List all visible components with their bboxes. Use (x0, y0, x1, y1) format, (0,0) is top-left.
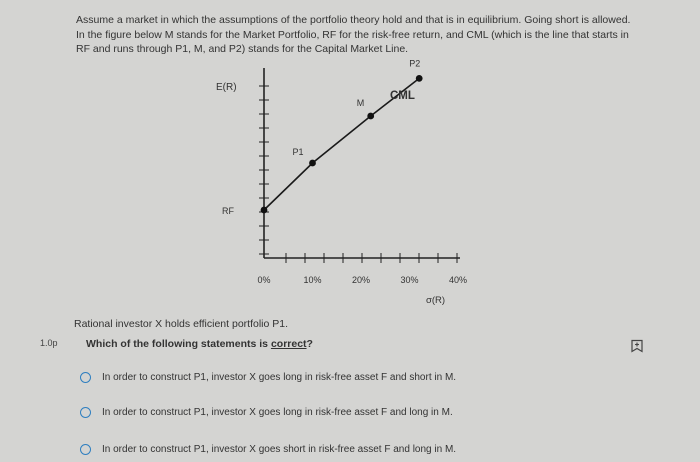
question-text: Which of the following statements is cor… (86, 338, 313, 350)
option-3-radio[interactable] (80, 443, 91, 455)
option-1-radio[interactable] (80, 371, 91, 383)
chart-axes: 0% 10% 20% 30% 40% (257, 68, 467, 285)
question-suffix: ? (306, 338, 313, 350)
option-2-label: In order to construct P1, investor X goe… (102, 406, 453, 418)
cml-line (263, 77, 420, 211)
option-3[interactable]: In order to construct P1, investor X goe… (80, 440, 456, 458)
point-p2 (415, 75, 423, 82)
x-tick-label: 0% (257, 275, 270, 285)
point-p1 (309, 159, 316, 167)
point-label-p2: P2 (409, 58, 420, 68)
rf-label: RF (222, 206, 234, 216)
question-emphasis: correct (270, 338, 307, 350)
point-label-p1: P1 (293, 147, 304, 157)
option-1[interactable]: In order to construct P1, investor X goe… (80, 368, 456, 386)
question-prefix: Which of the following statements is (86, 338, 271, 350)
question-intro: Assume a market in which the assumptions… (76, 14, 631, 55)
question-context: Rational investor X holds efficient port… (74, 318, 289, 330)
cml-label: CML (390, 90, 415, 102)
chart-marks: P1 M P2 (260, 58, 423, 214)
option-2[interactable]: In order to construct P1, investor X goe… (80, 403, 453, 421)
option-1-label: In order to construct P1, investor X goe… (102, 371, 457, 383)
point-label-m: M (357, 98, 365, 108)
option-2-radio[interactable] (80, 406, 91, 418)
point-rf (260, 206, 268, 214)
option-3-label: In order to construct P1, investor X goe… (102, 443, 457, 455)
x-tick-label: 40% (449, 275, 467, 285)
points-value: 1.0p (40, 338, 58, 348)
cml-chart: 0% 10% 20% 30% 40% P1 M P2 E(R) RF CML σ(R) (216, 58, 467, 306)
y-axis-label: E(R) (216, 82, 237, 93)
x-axis-label: σ(R) (426, 295, 445, 306)
x-tick-label: 30% (400, 275, 418, 285)
flag-icon[interactable] (630, 339, 644, 353)
point-m (367, 112, 375, 120)
x-tick-label: 20% (352, 275, 370, 285)
x-tick-label: 10% (303, 275, 321, 285)
